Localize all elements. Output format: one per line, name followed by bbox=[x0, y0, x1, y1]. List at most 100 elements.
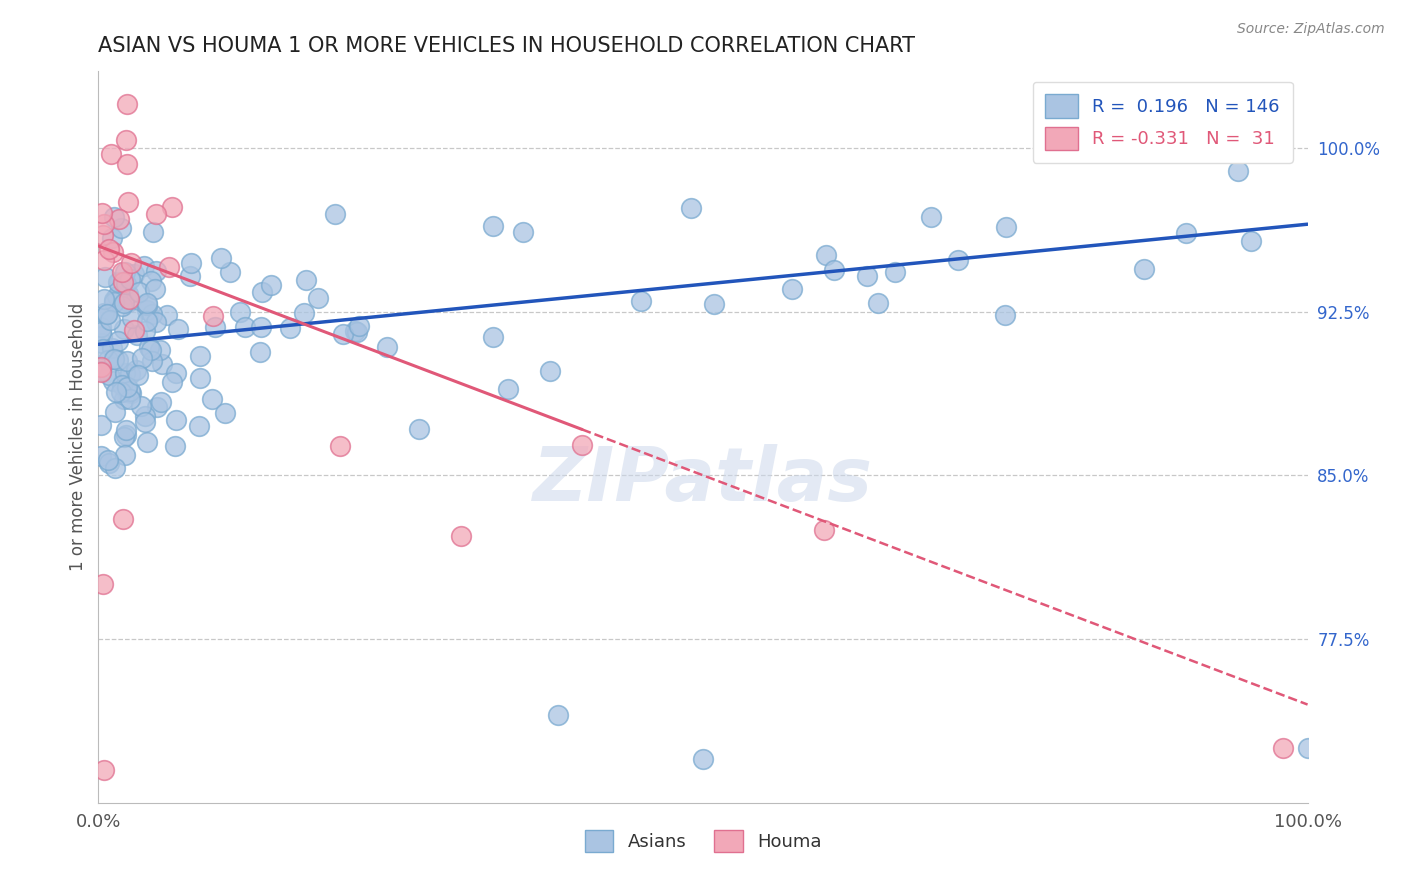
Point bbox=[260, 278, 283, 293]
Point bbox=[165, 366, 187, 380]
Point bbox=[201, 392, 224, 406]
Point bbox=[547, 708, 569, 723]
Point bbox=[1272, 741, 1295, 756]
Point bbox=[111, 299, 134, 313]
Point bbox=[233, 320, 256, 334]
Point bbox=[103, 293, 125, 307]
Text: ASIAN VS HOUMA 1 OR MORE VEHICLES IN HOUSEHOLD CORRELATION CHART: ASIAN VS HOUMA 1 OR MORE VEHICLES IN HOU… bbox=[98, 36, 915, 56]
Point bbox=[143, 282, 166, 296]
Point bbox=[884, 265, 907, 279]
Point bbox=[93, 217, 115, 231]
Point bbox=[103, 351, 125, 366]
Point bbox=[157, 260, 180, 275]
Point bbox=[101, 374, 124, 388]
Point bbox=[98, 242, 121, 256]
Point bbox=[165, 413, 187, 427]
Point bbox=[115, 423, 138, 437]
Point bbox=[145, 206, 167, 220]
Point bbox=[103, 210, 125, 224]
Point bbox=[100, 147, 122, 161]
Point bbox=[136, 298, 159, 312]
Point bbox=[180, 256, 202, 270]
Point bbox=[347, 319, 370, 334]
Point bbox=[97, 368, 120, 383]
Point bbox=[115, 97, 138, 112]
Point bbox=[101, 231, 124, 245]
Point bbox=[90, 364, 112, 378]
Point bbox=[538, 364, 561, 378]
Point bbox=[249, 345, 271, 359]
Point bbox=[108, 212, 131, 227]
Point bbox=[105, 289, 128, 303]
Point bbox=[165, 439, 187, 453]
Point bbox=[295, 273, 318, 287]
Point bbox=[98, 312, 121, 326]
Point bbox=[114, 277, 136, 292]
Point bbox=[118, 367, 141, 381]
Point bbox=[946, 253, 969, 268]
Point bbox=[118, 384, 141, 398]
Point bbox=[112, 430, 135, 444]
Point bbox=[117, 194, 139, 209]
Point bbox=[162, 375, 184, 389]
Point bbox=[104, 405, 127, 419]
Point bbox=[103, 295, 125, 310]
Point bbox=[90, 319, 112, 334]
Point bbox=[112, 322, 135, 336]
Legend: Asians, Houma: Asians, Houma bbox=[578, 823, 828, 860]
Point bbox=[139, 274, 162, 288]
Point bbox=[124, 267, 146, 281]
Point bbox=[93, 306, 115, 320]
Point bbox=[141, 307, 163, 321]
Point bbox=[101, 245, 124, 260]
Point bbox=[815, 247, 838, 261]
Point bbox=[114, 448, 136, 462]
Point bbox=[128, 285, 150, 299]
Point bbox=[188, 370, 211, 384]
Point bbox=[91, 577, 114, 591]
Point bbox=[132, 259, 155, 273]
Point bbox=[93, 252, 115, 267]
Point bbox=[204, 319, 226, 334]
Point bbox=[91, 343, 114, 357]
Point bbox=[152, 357, 174, 371]
Point bbox=[702, 297, 724, 311]
Point bbox=[111, 377, 134, 392]
Point bbox=[149, 343, 172, 357]
Point bbox=[121, 311, 143, 326]
Point bbox=[1226, 164, 1249, 178]
Point bbox=[111, 375, 134, 389]
Point bbox=[229, 305, 252, 319]
Point bbox=[344, 324, 367, 338]
Point bbox=[120, 255, 142, 269]
Point bbox=[90, 449, 112, 463]
Point bbox=[179, 268, 201, 283]
Point bbox=[278, 321, 301, 335]
Point bbox=[114, 366, 136, 380]
Point bbox=[90, 417, 112, 432]
Point bbox=[131, 351, 153, 366]
Point bbox=[112, 392, 135, 406]
Point bbox=[122, 323, 145, 337]
Point bbox=[292, 306, 315, 320]
Point bbox=[105, 384, 128, 399]
Point bbox=[111, 512, 134, 526]
Point bbox=[332, 326, 354, 341]
Point bbox=[114, 265, 136, 279]
Point bbox=[96, 307, 118, 321]
Text: Source: ZipAtlas.com: Source: ZipAtlas.com bbox=[1237, 22, 1385, 37]
Point bbox=[160, 201, 183, 215]
Point bbox=[135, 296, 157, 310]
Point bbox=[90, 335, 112, 350]
Point bbox=[156, 308, 179, 322]
Point bbox=[450, 529, 472, 543]
Point bbox=[107, 352, 129, 367]
Point bbox=[120, 385, 142, 400]
Point bbox=[118, 272, 141, 286]
Point bbox=[111, 275, 134, 289]
Point bbox=[571, 438, 593, 452]
Point bbox=[1175, 226, 1198, 240]
Point bbox=[993, 308, 1015, 322]
Point bbox=[209, 251, 232, 265]
Point bbox=[219, 265, 242, 279]
